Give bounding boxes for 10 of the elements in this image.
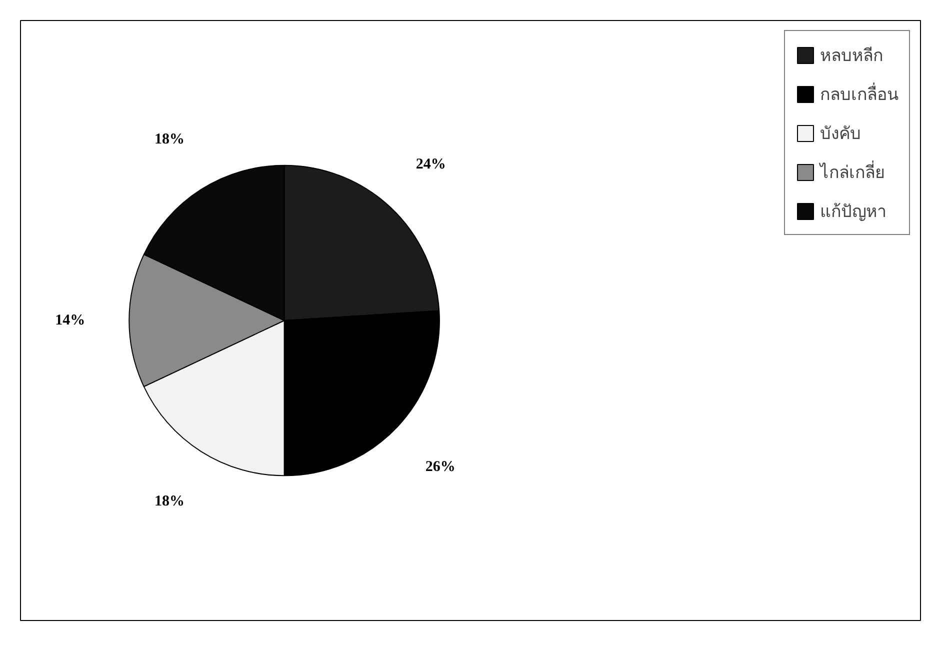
data-label: 14%	[55, 312, 86, 328]
data-label: 26%	[425, 459, 456, 476]
data-label: 24%	[416, 156, 446, 172]
data-label: 18%	[154, 493, 185, 510]
legend-label: แก้ปัญหา	[820, 201, 887, 224]
data-label: 18%	[154, 132, 185, 148]
legend-label: หลบหลีก	[820, 45, 883, 68]
legend-label: ไกล่เกลี่ย	[820, 160, 885, 185]
legend-label: บังคับ	[820, 123, 861, 146]
legend-label: กลบเกลื่อน	[820, 82, 899, 107]
